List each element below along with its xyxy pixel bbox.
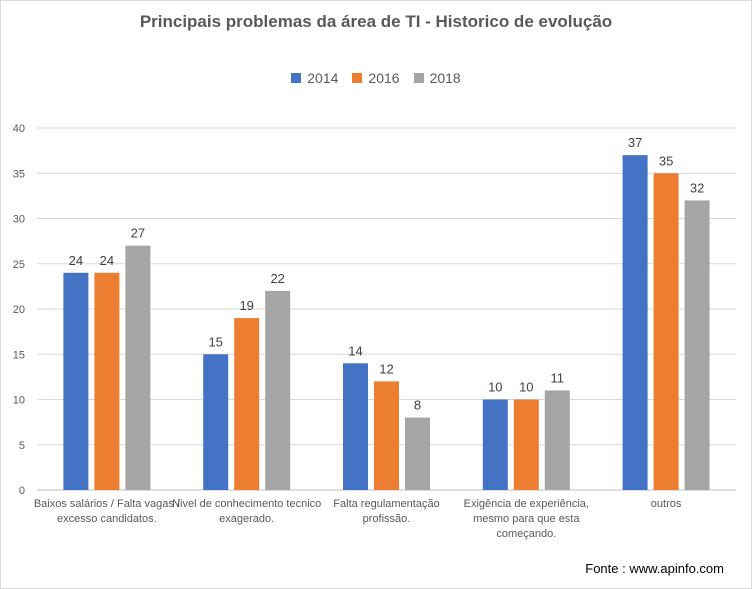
y-tick-label: 15 — [13, 349, 25, 361]
legend-label: 2018 — [429, 70, 461, 86]
y-tick-label: 40 — [13, 123, 25, 135]
legend-swatch — [413, 73, 424, 83]
y-tick-label: 10 — [13, 395, 25, 407]
data-label: 14 — [348, 343, 362, 358]
source-note: Fonte : www.apinfo.com — [585, 561, 724, 576]
data-label: 32 — [690, 180, 704, 195]
data-label: 24 — [69, 253, 83, 268]
data-label: 27 — [131, 226, 145, 241]
data-label: 12 — [379, 361, 393, 376]
data-label: 10 — [519, 380, 533, 395]
data-label: 11 — [551, 370, 565, 385]
bar-2016-cat5 — [653, 173, 679, 490]
data-label: 37 — [628, 135, 642, 150]
bar-2014-cat5 — [622, 155, 648, 490]
chart-legend: 2014 2016 2018 — [0, 70, 752, 86]
bar-2018-cat2 — [265, 290, 291, 490]
bar-2018-cat5 — [684, 200, 710, 490]
data-label: 19 — [239, 298, 253, 313]
y-tick-label: 35 — [13, 168, 25, 180]
y-tick-label: 0 — [19, 485, 25, 497]
bar-2014-cat1 — [63, 272, 89, 490]
legend-label: 2016 — [368, 70, 400, 86]
bar-2014-cat4 — [482, 399, 508, 490]
category-label: outros — [650, 498, 682, 510]
data-label: 35 — [659, 153, 673, 168]
bar-2018-cat4 — [544, 390, 570, 490]
legend-item-2014: 2014 — [291, 70, 338, 86]
bar-2018-cat3 — [405, 417, 430, 490]
legend-swatch — [291, 73, 302, 83]
data-label: 15 — [208, 334, 222, 349]
y-tick-label: 30 — [13, 214, 25, 226]
legend-item-2018: 2018 — [413, 70, 461, 86]
bar-2014-cat3 — [343, 363, 368, 490]
bar-2016-cat1 — [94, 272, 120, 490]
data-label: 24 — [100, 253, 114, 268]
legend-label: 2014 — [307, 70, 339, 86]
legend-item-2016: 2016 — [352, 70, 400, 86]
legend-swatch — [352, 73, 363, 83]
data-label: 22 — [270, 271, 284, 286]
data-label: 8 — [414, 398, 421, 413]
category-label: Exigência de experiência, mesmo para que… — [463, 498, 589, 540]
bar-2016-cat3 — [374, 381, 399, 490]
category-label: Nivel de conhecimento tecnico exagerado. — [172, 498, 322, 525]
bar-2016-cat4 — [513, 399, 539, 490]
y-tick-label: 20 — [13, 304, 25, 316]
chart-title: Principais problemas da área de TI - His… — [139, 12, 613, 31]
bar-2016-cat2 — [234, 318, 260, 490]
bar-2014-cat2 — [203, 354, 229, 490]
category-label: Falta regulamentação profissão. — [333, 498, 440, 525]
category-label: Baixos salários / Falta vagas / excesso … — [33, 498, 180, 525]
y-tick-label: 25 — [13, 259, 25, 271]
bar-2018-cat1 — [125, 245, 151, 490]
y-tick-label: 5 — [19, 440, 25, 452]
data-label: 10 — [488, 380, 502, 395]
